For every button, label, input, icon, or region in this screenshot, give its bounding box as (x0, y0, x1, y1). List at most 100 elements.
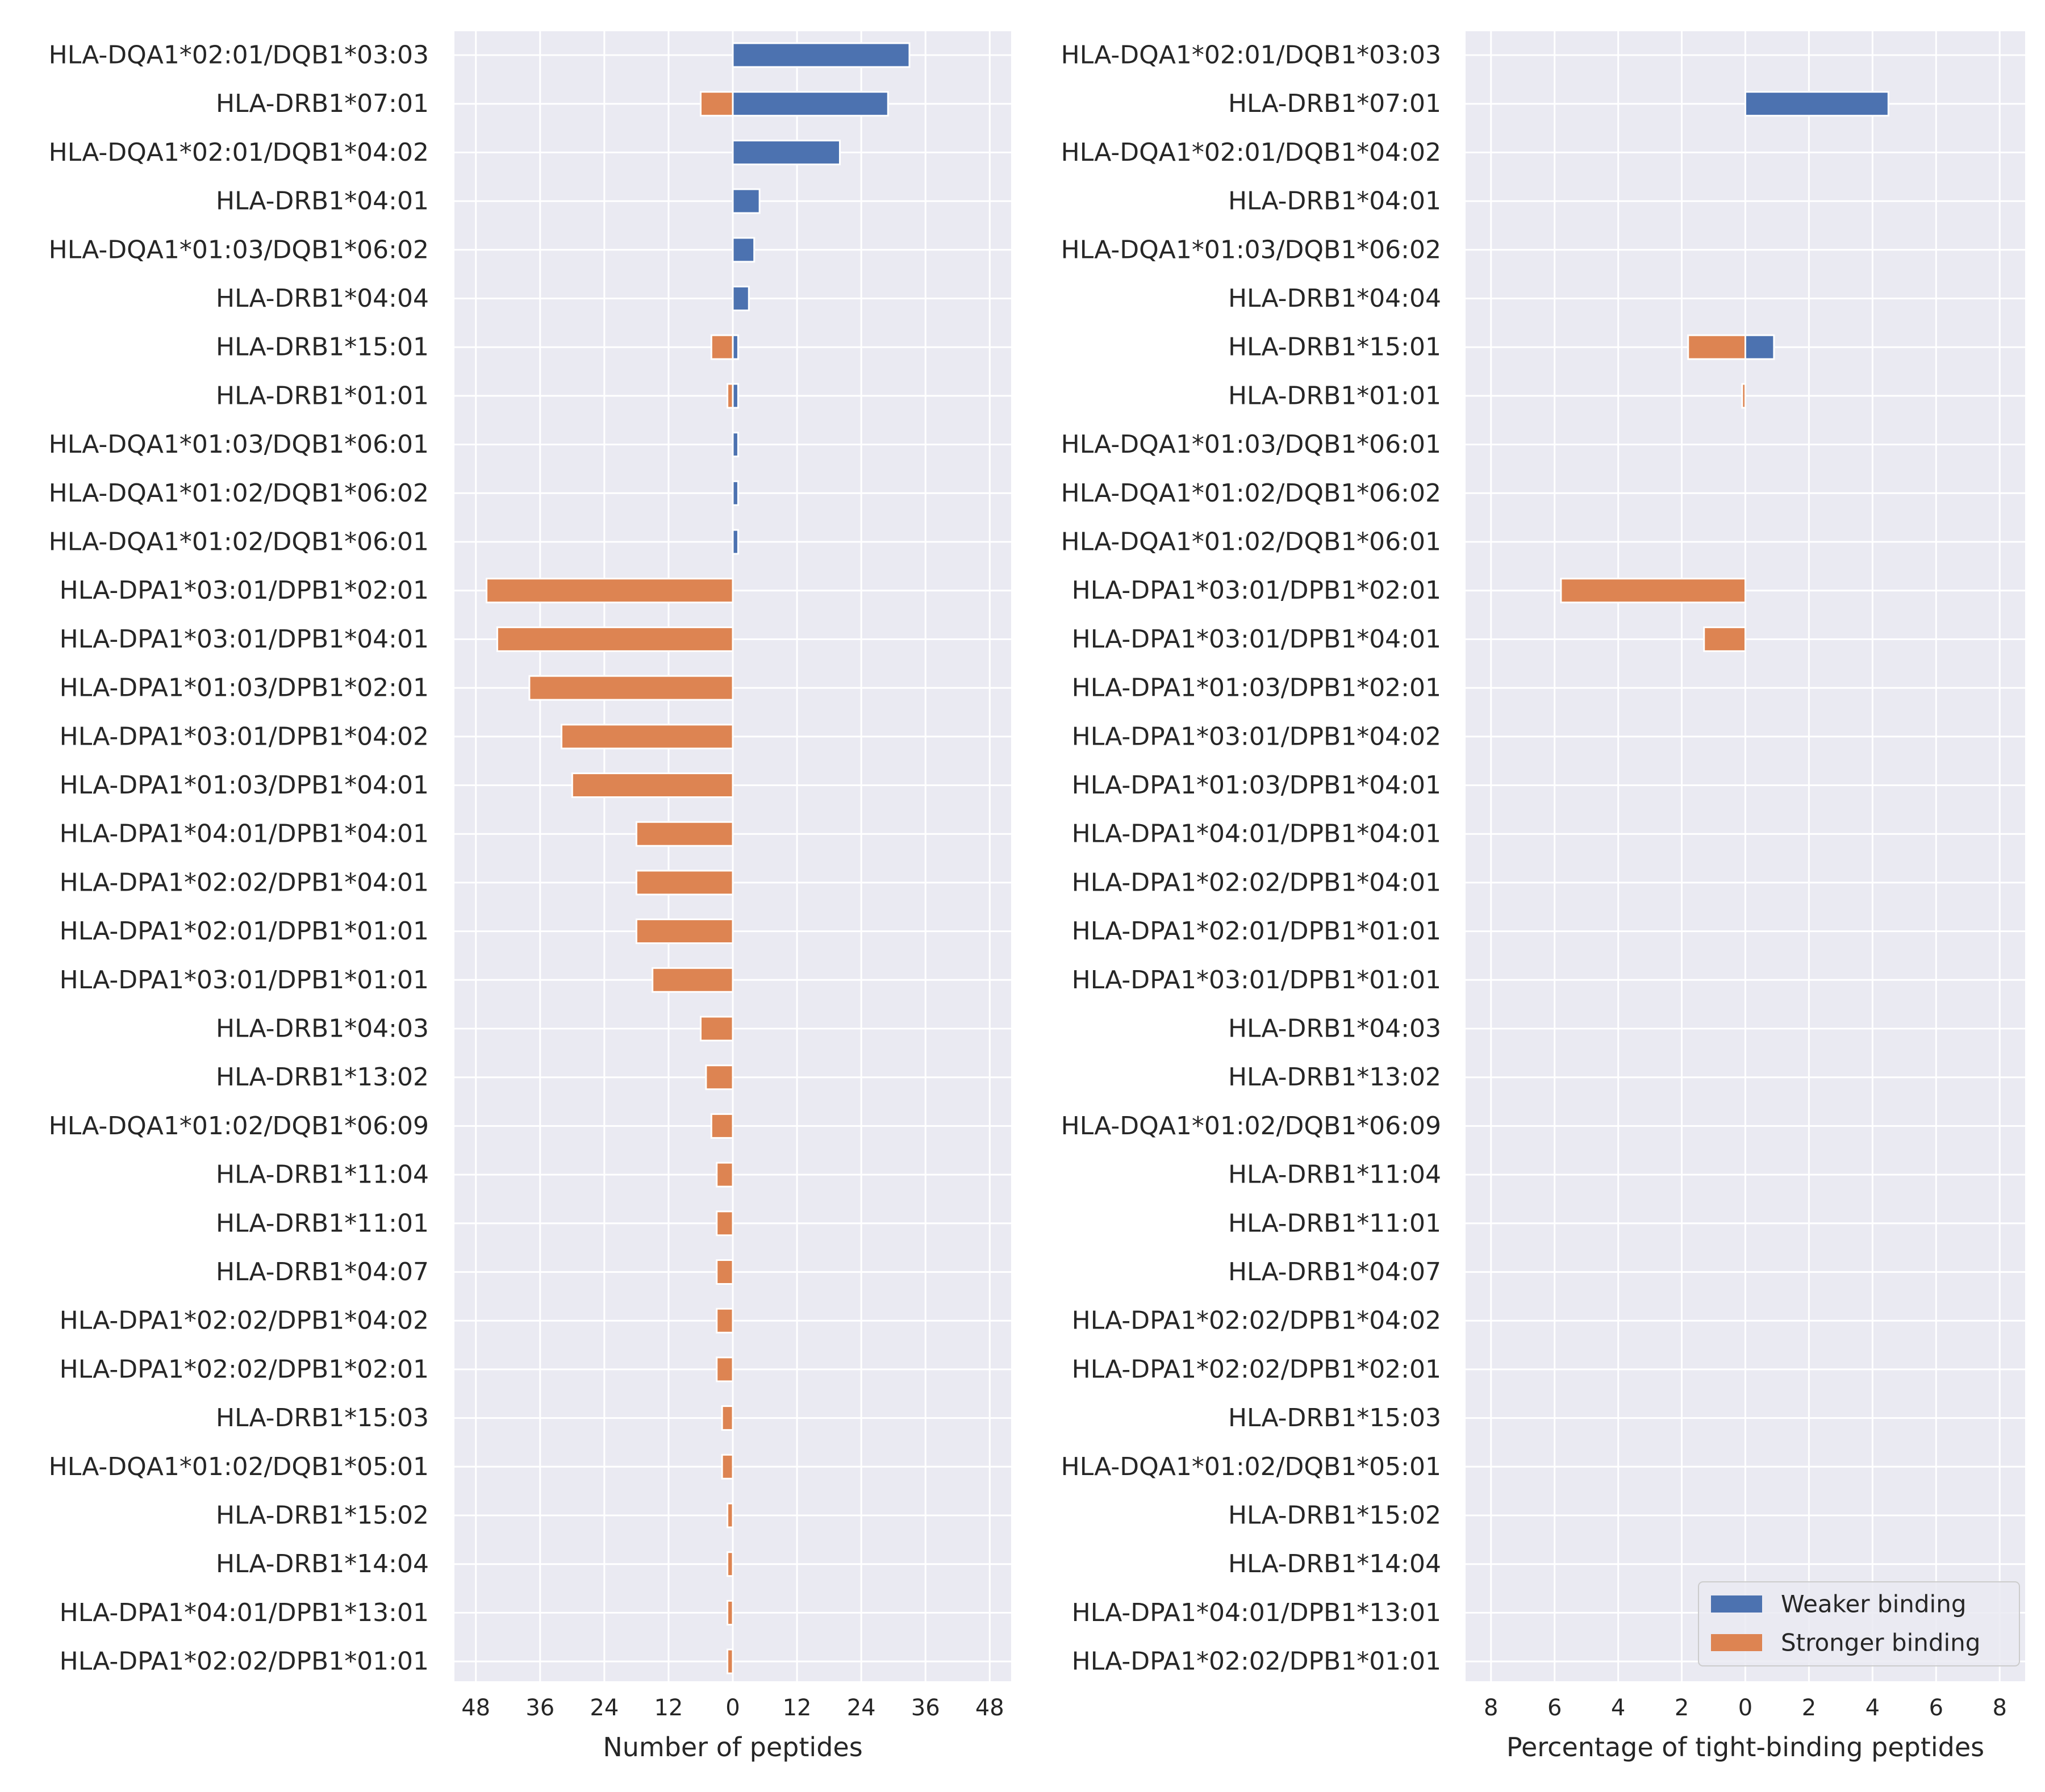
y-tick-label: HLA-DRB1*04:01 (216, 187, 429, 216)
y-tick-label: HLA-DPA1*01:03/DPB1*02:01 (1072, 674, 1441, 703)
y-tick-label: HLA-DRB1*04:04 (216, 284, 429, 313)
chart-panel-1: HLA-DQA1*02:01/DQB1*03:03 HLA-DRB1*07:01 H… (49, 31, 1011, 1762)
x-tick-label: 8 (1993, 1695, 2007, 1721)
y-tick-label: HLA-DQA1*01:03/DQB1*06:02 (49, 235, 429, 264)
bar-stronger-binding (716, 1308, 734, 1334)
y-tick-label: HLA-DRB1*13:02 (216, 1063, 429, 1092)
bar-stronger-binding (727, 1599, 734, 1626)
bar-stronger-binding (699, 91, 734, 117)
bar-weaker-binding (732, 432, 739, 458)
y-tick-label: HLA-DQA1*01:03/DQB1*06:02 (1061, 235, 1441, 264)
legend-label: Stronger binding (1781, 1629, 1980, 1657)
y-tick-label: HLA-DQA1*01:03/DQB1*06:01 (49, 430, 429, 459)
y-tick-label: HLA-DPA1*03:01/DPB1*01:01 (60, 966, 429, 995)
y-tick-label: HLA-DQA1*02:01/DQB1*04:02 (1061, 138, 1441, 167)
y-tick-label: HLA-DRB1*04:04 (1228, 284, 1441, 313)
y-tick-label: HLA-DRB1*15:01 (1228, 333, 1441, 362)
y-tick-label: HLA-DPA1*02:02/DPB1*01:01 (1072, 1647, 1441, 1676)
bar-weaker-binding (732, 529, 739, 555)
y-tick-label: HLA-DPA1*02:02/DPB1*02:01 (1072, 1355, 1441, 1384)
y-tick-label: HLA-DRB1*04:03 (216, 1014, 429, 1043)
y-tick-label: HLA-DPA1*02:01/DPB1*01:01 (1072, 917, 1441, 946)
y-tick-label: HLA-DPA1*04:01/DPB1*13:01 (1072, 1598, 1441, 1627)
x-tick-label: 48 (975, 1695, 1004, 1721)
y-tick-label: HLA-DRB1*14:04 (216, 1549, 429, 1578)
bar-stronger-binding (496, 626, 734, 652)
bar-stronger-binding (699, 1016, 734, 1042)
y-tick-label: HLA-DRB1*15:02 (1228, 1501, 1441, 1530)
y-tick-label: HLA-DQA1*01:03/DQB1*06:01 (1061, 430, 1441, 459)
bar-stronger-binding (716, 1210, 734, 1237)
y-tick-label: HLA-DPA1*03:01/DPB1*02:01 (1072, 576, 1441, 605)
bar-stronger-binding (727, 1648, 734, 1674)
x-tick-label: 4 (1865, 1695, 1880, 1721)
x-tick-label: 8 (1484, 1695, 1498, 1721)
x-tick-label: 36 (911, 1695, 940, 1721)
x-tick-label: 6 (1929, 1695, 1943, 1721)
y-tick-label: HLA-DPA1*03:01/DPB1*01:01 (1072, 966, 1441, 995)
bar-stronger-binding (727, 1551, 734, 1577)
bar-stronger-binding (721, 1453, 734, 1480)
x-tick-label: 2 (1802, 1695, 1816, 1721)
y-tick-label: HLA-DRB1*15:03 (216, 1403, 429, 1432)
y-tick-label: HLA-DPA1*02:02/DPB1*04:02 (60, 1306, 429, 1335)
y-tick-label: HLA-DRB1*14:04 (1228, 1549, 1441, 1578)
x-tick-label: 12 (783, 1695, 812, 1721)
y-tick-label: HLA-DRB1*13:02 (1228, 1063, 1441, 1092)
bar-weaker-binding (1744, 91, 1889, 117)
y-tick-label: HLA-DPA1*04:01/DPB1*04:01 (1072, 820, 1441, 849)
x-tick-label: 0 (1738, 1695, 1752, 1721)
bar-weaker-binding (732, 237, 756, 263)
y-tick-label: HLA-DRB1*04:03 (1228, 1014, 1441, 1043)
bar-stronger-binding (1687, 334, 1747, 360)
y-tick-label: HLA-DPA1*03:01/DPB1*04:01 (60, 625, 429, 654)
x-tick-label: 36 (525, 1695, 554, 1721)
y-tick-label: HLA-DRB1*04:01 (1228, 187, 1441, 216)
y-tick-label: HLA-DPA1*02:02/DPB1*04:02 (1072, 1306, 1441, 1335)
bar-weaker-binding (732, 42, 911, 68)
bar-stronger-binding (635, 870, 734, 896)
y-tick-label: HLA-DPA1*02:02/DPB1*01:01 (60, 1647, 429, 1676)
x-tick-label: 2 (1675, 1695, 1689, 1721)
bar-stronger-binding (1560, 578, 1746, 604)
x-axis-label: Number of peptides (603, 1732, 862, 1762)
bar-stronger-binding (635, 918, 734, 945)
bar-stronger-binding (1703, 626, 1747, 652)
x-axis-label: Percentage of tight-binding peptides (1506, 1732, 1984, 1762)
bar-stronger-binding (486, 578, 734, 604)
y-tick-label: HLA-DRB1*04:07 (216, 1258, 429, 1286)
y-tick-label: HLA-DRB1*01:01 (216, 381, 429, 410)
legend-swatch (1711, 1634, 1762, 1651)
y-tick-label: HLA-DQA1*01:02/DQB1*06:09 (49, 1112, 429, 1141)
y-tick-label: HLA-DPA1*03:01/DPB1*04:02 (1072, 722, 1441, 751)
x-tick-label: 48 (461, 1695, 490, 1721)
y-tick-label: HLA-DPA1*03:01/DPB1*04:02 (60, 722, 429, 751)
bar-stronger-binding (528, 675, 734, 701)
bar-stronger-binding (1741, 383, 1746, 409)
y-tick-label: HLA-DRB1*15:03 (1228, 1403, 1441, 1432)
chart-panel-2: HLA-DQA1*02:01/DQB1*03:03 HLA-DRB1*07:01 H… (1061, 31, 2025, 1762)
y-tick-label: HLA-DPA1*01:03/DPB1*04:01 (60, 771, 429, 800)
x-tick-label: 6 (1547, 1695, 1562, 1721)
bar-stronger-binding (716, 1356, 734, 1382)
y-tick-label: HLA-DQA1*01:02/DQB1*06:09 (1061, 1112, 1441, 1141)
bar-weaker-binding (732, 91, 889, 117)
y-tick-label: HLA-DQA1*01:02/DQB1*05:01 (49, 1452, 429, 1481)
y-tick-label: HLA-DRB1*11:04 (216, 1160, 429, 1189)
y-tick-label: HLA-DPA1*03:01/DPB1*02:01 (60, 576, 429, 605)
legend-box (1698, 1581, 2020, 1666)
bar-stronger-binding (727, 1502, 734, 1528)
y-tick-label: HLA-DPA1*01:03/DPB1*04:01 (1072, 771, 1441, 800)
bar-stronger-binding (560, 724, 734, 750)
bar-stronger-binding (710, 334, 734, 360)
bar-stronger-binding (716, 1259, 734, 1285)
bar-stronger-binding (716, 1162, 734, 1188)
x-tick-label: 0 (725, 1695, 740, 1721)
legend: Weaker binding Stronger binding (1698, 1581, 2020, 1666)
y-tick-label: HLA-DPA1*04:01/DPB1*13:01 (60, 1598, 429, 1627)
y-tick-label: HLA-DRB1*11:01 (216, 1209, 429, 1238)
bar-stronger-binding (721, 1405, 734, 1431)
y-tick-label: HLA-DPA1*04:01/DPB1*04:01 (60, 820, 429, 849)
